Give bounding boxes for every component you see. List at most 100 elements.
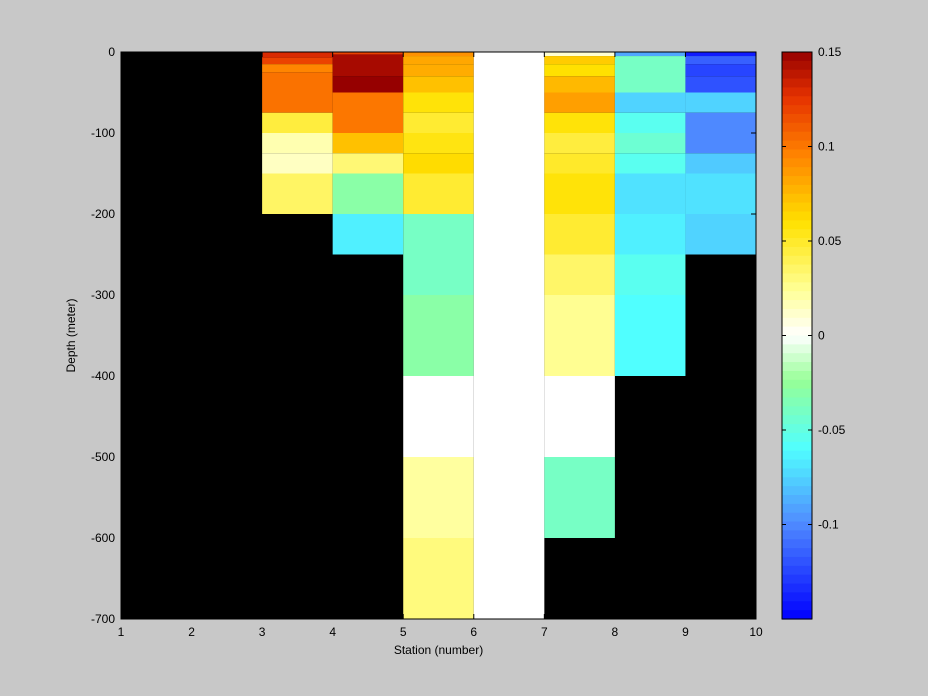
- colorbar-swatch: [782, 300, 812, 310]
- heatmap-cell: [403, 52, 474, 57]
- colorbar-swatch: [782, 565, 812, 576]
- colorbar-swatch: [782, 362, 812, 372]
- colorbar-tick-label: 0.1: [818, 140, 835, 154]
- y-axis: 0 -100 -200 -300 -400 -500 -600 -700: [91, 45, 756, 626]
- heatmap-cell: [332, 214, 404, 255]
- colorbar-swatch: [782, 246, 812, 257]
- colorbar-swatch: [782, 512, 812, 523]
- heatmap-cell: [403, 64, 474, 77]
- colorbar-swatch: [782, 477, 812, 487]
- y-tick-label: -300: [91, 288, 115, 302]
- heatmap-cell: [685, 76, 756, 93]
- heatmap-cell: [614, 112, 686, 133]
- heatmap-cell: [685, 173, 756, 214]
- heatmap-cell: [614, 254, 686, 295]
- colorbar-swatch: [782, 450, 812, 461]
- heatmap-cell: [262, 52, 333, 58]
- colorbar-tick-label: 0.05: [818, 234, 842, 248]
- colorbar-swatch: [782, 353, 812, 363]
- y-tick-label: 0: [108, 45, 115, 59]
- colorbar-swatch: [782, 556, 812, 567]
- y-tick-label: -700: [91, 612, 115, 626]
- heatmap-cell: [614, 295, 686, 376]
- heatmap-cell: [403, 153, 474, 174]
- heatmap-cell: [262, 153, 333, 174]
- heatmap-cell: [685, 56, 756, 65]
- heatmap-cell: [473, 52, 545, 619]
- colorbar-swatch: [782, 220, 812, 230]
- colorbar-swatch: [782, 167, 812, 177]
- y-axis-label: Depth (meter): [64, 298, 78, 372]
- colorbar-swatch: [782, 176, 812, 186]
- heatmap-cell: [403, 376, 474, 457]
- heatmap-cell: [403, 457, 474, 538]
- heatmap-cell: [614, 214, 686, 255]
- y-tick-label: -200: [91, 207, 115, 221]
- heatmap-cell: [685, 214, 756, 255]
- colorbar-swatch: [782, 379, 812, 390]
- heatmap-cell: [544, 133, 615, 154]
- heatmap-cell: [544, 295, 615, 376]
- heatmap-cell: [403, 56, 474, 65]
- colorbar: 0.15 0.1 0.05 0 -0.05 -0.1: [781, 45, 846, 620]
- colorbar-swatch: [782, 432, 812, 443]
- heatmap-cell: [262, 133, 333, 154]
- y-tick-label: -500: [91, 450, 115, 464]
- heatmap-cell: [403, 92, 474, 113]
- colorbar-tick-label: -0.1: [818, 518, 839, 532]
- colorbar-ticks: 0.15 0.1 0.05 0 -0.05 -0.1: [782, 45, 846, 532]
- heatmap-cell: [262, 173, 333, 214]
- colorbar-swatch: [782, 486, 812, 496]
- y-tick-label: -100: [91, 126, 115, 140]
- x-tick-label: 2: [188, 625, 195, 639]
- colorbar-swatch: [782, 282, 812, 292]
- colorbar-swatch: [782, 52, 812, 62]
- colorbar-swatch: [782, 459, 812, 469]
- colorbar-swatch: [782, 397, 812, 407]
- colorbar-swatch: [782, 388, 812, 399]
- colorbar-swatch: [782, 415, 812, 425]
- heatmap-cell: [403, 214, 474, 295]
- plot-area: 1 2 3 4 5 6 7 8 9 10 0 -100 -200 -300 -400 -500 -600 -70…: [91, 45, 763, 639]
- colorbar-swatch: [782, 601, 812, 611]
- colorbar-swatch: [782, 255, 812, 266]
- colorbar-swatch: [782, 140, 812, 151]
- colorbar-swatch: [782, 78, 812, 89]
- x-axis-label: Station (number): [394, 643, 483, 657]
- colorbar-swatch: [782, 335, 812, 345]
- colorbar-swatch: [782, 406, 812, 416]
- x-tick-label: 10: [749, 625, 763, 639]
- x-tick-label: 3: [259, 625, 266, 639]
- colorbar-swatch: [782, 610, 812, 620]
- x-tick-label: 7: [541, 625, 548, 639]
- colorbar-swatch: [782, 539, 812, 549]
- heatmap-cell: [332, 153, 404, 174]
- heatmap-cell: [403, 112, 474, 133]
- colorbar-swatch: [782, 238, 812, 248]
- colorbar-swatch: [782, 317, 812, 328]
- colorbar-swatch: [782, 60, 812, 71]
- colorbar-swatch: [782, 424, 812, 434]
- heatmap-cell: [544, 64, 615, 77]
- colorbar-swatch: [782, 583, 812, 594]
- colorbar-swatch: [782, 592, 812, 602]
- heatmap-cell: [332, 173, 404, 214]
- y-tick-label: -600: [91, 531, 115, 545]
- heatmap-cell: [685, 153, 756, 174]
- heatmap-cell: [262, 112, 333, 133]
- heatmap-cell: [332, 76, 404, 93]
- colorbar-swatch: [782, 344, 812, 354]
- colorbar-swatch: [782, 131, 812, 142]
- colorbar-swatch: [782, 87, 812, 97]
- colorbar-swatch: [782, 193, 812, 204]
- colorbar-swatch: [782, 149, 812, 159]
- heatmap-cell: [544, 173, 615, 214]
- heatmap-cell: [403, 538, 474, 619]
- colorbar-swatch: [782, 122, 812, 133]
- colorbar-tick-label: -0.05: [818, 423, 846, 437]
- plot-frame: [120, 51, 757, 620]
- heatmap-cell: [332, 52, 404, 55]
- heatmap-cell: [544, 112, 615, 133]
- heatmap-cell: [403, 295, 474, 376]
